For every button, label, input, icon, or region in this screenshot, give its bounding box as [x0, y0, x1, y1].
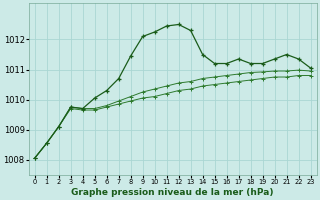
X-axis label: Graphe pression niveau de la mer (hPa): Graphe pression niveau de la mer (hPa) — [71, 188, 274, 197]
